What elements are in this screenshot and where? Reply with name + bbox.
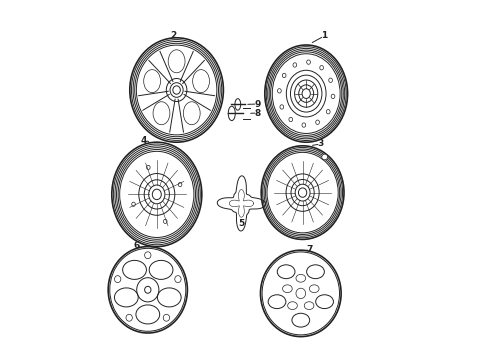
Text: 2: 2: [171, 31, 177, 40]
Text: 5: 5: [238, 219, 245, 228]
Ellipse shape: [322, 154, 328, 160]
Text: 6: 6: [134, 241, 140, 250]
Text: 9: 9: [254, 100, 261, 109]
Text: 8: 8: [254, 109, 261, 117]
Text: 3: 3: [318, 139, 324, 148]
Text: 7: 7: [307, 245, 313, 253]
Text: 1: 1: [321, 31, 327, 40]
Text: 4: 4: [141, 136, 147, 145]
